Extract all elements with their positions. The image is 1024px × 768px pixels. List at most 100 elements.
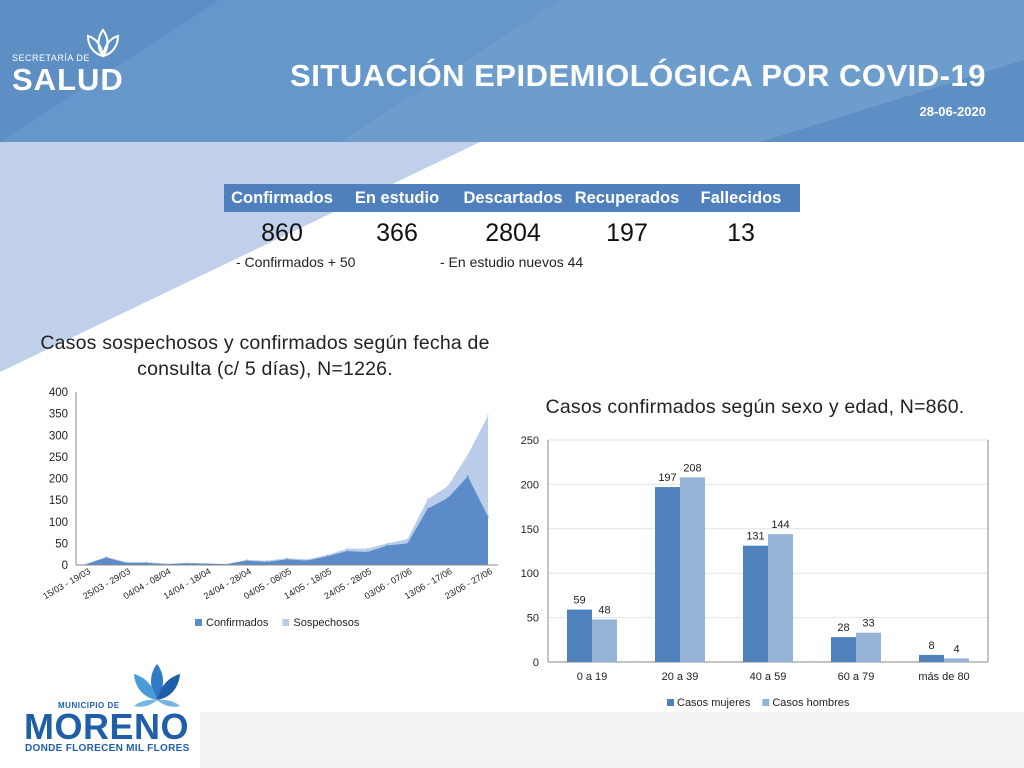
- y-tick-label: 50: [55, 538, 68, 550]
- bar-casos-mujeres: [567, 609, 592, 662]
- data-label: 48: [598, 604, 610, 616]
- data-point-confirmados: [266, 561, 268, 563]
- summary-value-cell: 13: [727, 218, 755, 247]
- summary-header-cell: En estudio: [354, 188, 440, 207]
- bar-casos-hombres: [592, 619, 617, 662]
- data-label: 59: [573, 595, 585, 607]
- summary-header-cell: Confirmados: [231, 188, 333, 207]
- legend-label: Casos hombres: [772, 697, 850, 709]
- summary-note: - En estudio nuevos 44: [440, 254, 584, 270]
- x-tick-label: 0 a 19: [577, 671, 608, 683]
- data-point-sospechosos: [306, 558, 308, 561]
- moreno-slogan: DONDE FLORECEN MIL FLORES: [25, 743, 190, 754]
- legend-swatch: [762, 699, 770, 706]
- data-label: 28: [837, 622, 849, 634]
- data-point-sospechosos: [426, 498, 429, 501]
- moreno-municipio: MUNICIPIO DE: [58, 701, 120, 710]
- header-band-stripe: [340, 0, 1024, 142]
- data-point-confirmados: [286, 558, 288, 561]
- summary-header-cell: Fallecidos: [700, 188, 782, 207]
- data-point-sospechosos: [266, 559, 268, 562]
- y-tick-label: 300: [49, 430, 68, 442]
- y-tick-label: 50: [527, 613, 539, 625]
- data-point-sospechosos: [487, 414, 489, 417]
- data-label: 4: [953, 643, 959, 655]
- data-point-sospechosos: [446, 485, 449, 488]
- x-tick-label: 20 a 39: [662, 671, 699, 683]
- data-point-sospechosos: [346, 547, 349, 550]
- legend-swatch: [282, 619, 290, 626]
- y-tick-label: 200: [521, 479, 539, 491]
- data-point-confirmados: [446, 497, 449, 499]
- page-title: SITUACIÓN EPIDEMIOLÓGICA POR COVID-19: [290, 58, 986, 93]
- report-date: 28-06-2020: [919, 104, 987, 119]
- legend-swatch: [667, 699, 674, 706]
- moreno-lotus-icon: [134, 664, 180, 707]
- data-point-confirmados: [326, 555, 328, 558]
- series-area-confirmados: [86, 476, 488, 565]
- y-tick-label: 100: [49, 517, 68, 529]
- summary-header-cell: Recuperados: [574, 188, 680, 207]
- data-point-sospechosos: [366, 547, 369, 550]
- bar-casos-mujeres: [919, 654, 944, 662]
- data-point-confirmados: [346, 550, 349, 552]
- data-point-sospechosos: [205, 562, 208, 565]
- data-point-confirmados: [426, 507, 429, 510]
- data-point-confirmados: [467, 475, 469, 478]
- summary-value-cell: 860: [261, 218, 303, 247]
- x-tick-label: más de 80: [918, 671, 969, 683]
- x-tick-label: 40 a 59: [750, 671, 787, 683]
- data-point-sospechosos: [467, 453, 469, 456]
- header-band-stripe: [0, 0, 560, 142]
- data-point-confirmados: [386, 544, 389, 547]
- data-point-confirmados: [406, 542, 409, 545]
- summary-value-cell: 197: [606, 218, 648, 247]
- summary-header-cell: Descartados: [463, 188, 563, 207]
- data-point-sospechosos: [145, 561, 148, 563]
- brand-secretaria: SECRETARÍA DE: [12, 53, 90, 63]
- data-point-sospechosos: [326, 554, 328, 556]
- bar-casos-hombres: [944, 658, 969, 662]
- data-point-sospechosos: [246, 559, 248, 561]
- y-tick-label: 100: [521, 568, 539, 580]
- lotus-logo-icon: [86, 28, 120, 58]
- bar-casos-hombres: [680, 477, 705, 662]
- bar-casos-hombres: [768, 534, 793, 662]
- brand-salud: SALUD: [12, 62, 124, 97]
- summary-value-cell: 2804: [485, 218, 541, 247]
- data-point-sospechosos: [386, 542, 389, 545]
- bar-casos-mujeres: [655, 487, 680, 662]
- y-tick-label: 150: [521, 524, 539, 536]
- y-tick-label: 250: [521, 435, 539, 447]
- data-point-confirmados: [366, 551, 369, 553]
- x-tick-label: 60 a 79: [838, 671, 875, 683]
- y-tick-label: 200: [49, 474, 68, 486]
- bar-casos-hombres: [856, 632, 881, 662]
- data-label: 8: [928, 640, 934, 652]
- data-point-sospechosos: [406, 538, 409, 540]
- data-label: 197: [658, 472, 676, 484]
- y-tick-label: 350: [49, 409, 68, 421]
- summary-value-cell: 366: [376, 218, 418, 247]
- data-point-sospechosos: [286, 557, 288, 559]
- chart-title: Casos confirmados según sexo y edad, N=8…: [545, 396, 965, 418]
- legend-swatch: [195, 619, 202, 626]
- y-tick-label: 150: [49, 495, 68, 507]
- y-tick-label: 250: [49, 452, 68, 464]
- data-label: 131: [746, 531, 764, 543]
- data-label: 144: [771, 519, 789, 531]
- data-point-sospechosos: [105, 555, 107, 558]
- moreno-name: MORENO: [24, 706, 189, 747]
- summary-table-header: Confirmados En estudio Descartados Recup…: [224, 184, 800, 212]
- data-point-sospechosos: [165, 562, 168, 565]
- legend-label: Confirmados: [206, 617, 269, 629]
- bar-casos-mujeres: [743, 545, 768, 662]
- summary-note: - Confirmados + 50: [236, 254, 356, 270]
- y-tick-label: 400: [49, 387, 68, 399]
- legend-label: Sospechosos: [293, 617, 360, 629]
- legend-label: Casos mujeres: [677, 697, 751, 709]
- bar-casos-mujeres: [831, 637, 856, 662]
- data-point-confirmados: [487, 515, 489, 518]
